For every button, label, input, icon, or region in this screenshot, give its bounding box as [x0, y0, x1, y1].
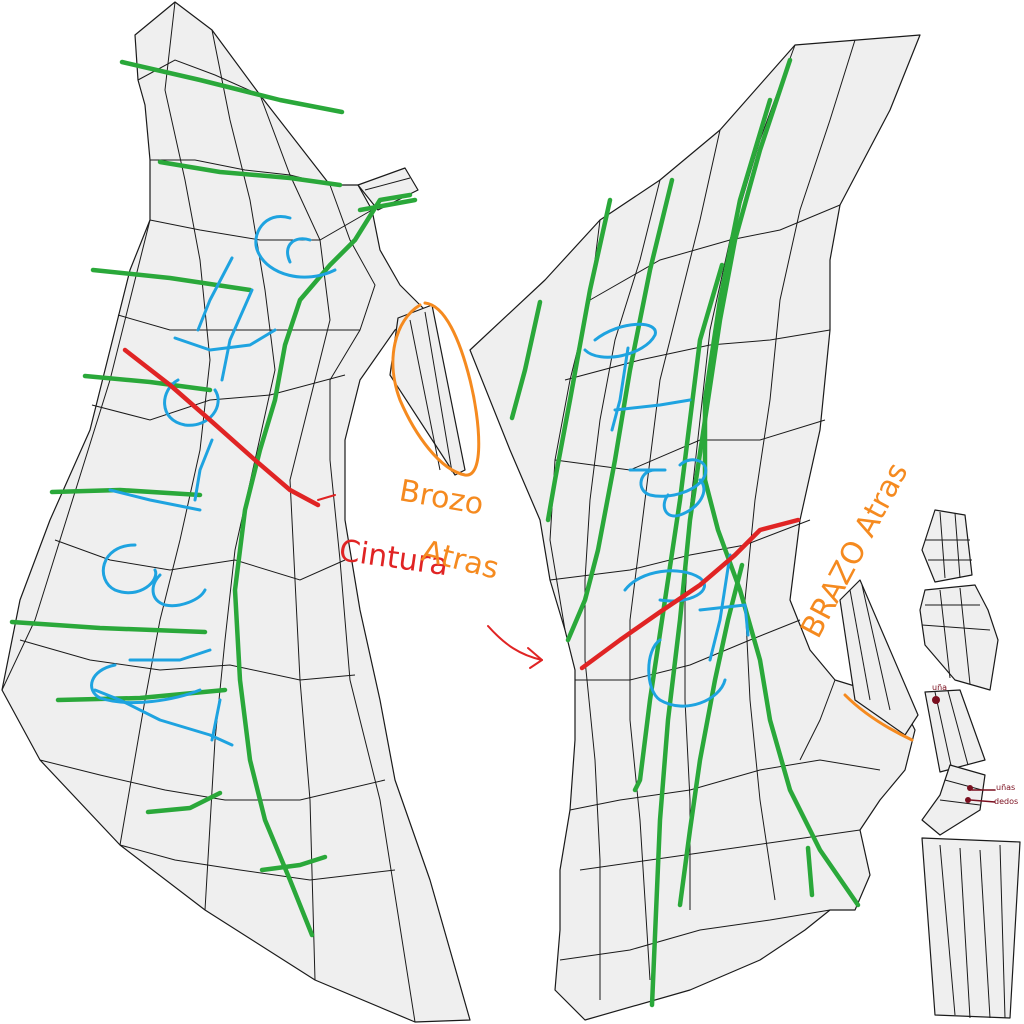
uv-island-finger-tips — [921, 764, 996, 836]
unas-label: uñas — [996, 783, 1015, 792]
brazo-label: Brozo — [397, 473, 487, 522]
uv-island-hand-top — [921, 509, 973, 583]
uv-island-right-arm — [839, 579, 919, 736]
red-waist-seam — [122, 347, 801, 671]
orange-arm-outline — [391, 301, 914, 742]
uv-island-forearm-strip — [921, 837, 1021, 1019]
label-una: uña — [932, 683, 947, 692]
uv-island-left-back — [1, 1, 471, 1023]
uv-island-arm-stub — [357, 167, 419, 211]
una-label: uña — [932, 683, 947, 692]
uv-island-finger-nail — [924, 689, 986, 773]
blue-hatch-strokes — [90, 215, 750, 747]
green-seam-strokes-left — [9, 59, 418, 938]
label-unas-dedos: uñas dedos — [994, 783, 1018, 806]
uv-island-right-front — [469, 34, 921, 1021]
arrow-icon — [487, 625, 543, 669]
uv-island-hand-palm — [919, 584, 999, 691]
dedos-label: dedos — [994, 797, 1018, 806]
